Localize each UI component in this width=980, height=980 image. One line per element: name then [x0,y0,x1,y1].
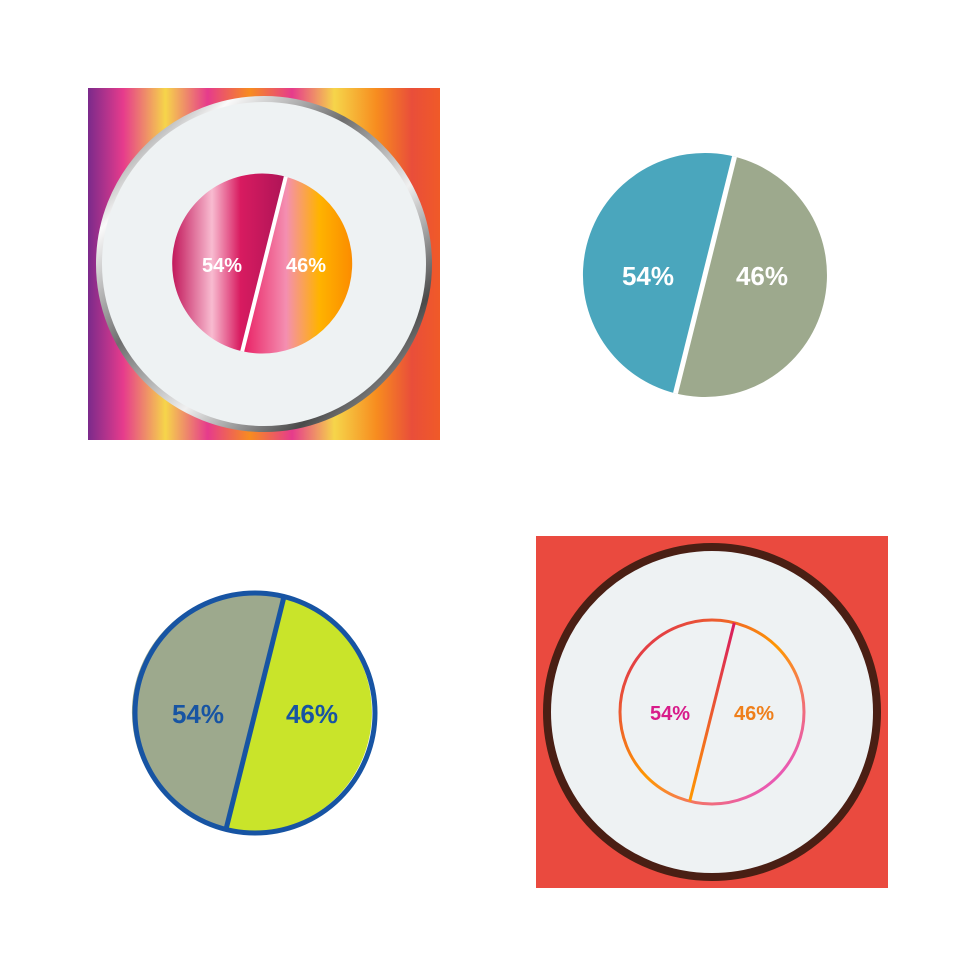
pie-label-46: 46% [286,699,338,729]
pie-chart-icon-grid: 54% 46% 54% 46% 54% [0,0,980,980]
pie-chart-outlined-variant: 54% 46% [130,588,380,838]
pie-chart-flat-variant: 54% 46% [580,150,830,400]
pie-label-54: 54% [650,703,690,725]
pie-label-46: 46% [734,703,774,725]
pie-label-46: 46% [286,255,326,277]
pie-chart-outline-gradient-variant: 54% 46% [536,536,888,888]
pie-label-46: 46% [736,261,788,291]
pie-label-54: 54% [622,261,674,291]
pie-label-54: 54% [172,699,224,729]
pie-chart-gradient-variant: 54% 46% [88,88,440,440]
pie-label-54: 54% [202,255,242,277]
